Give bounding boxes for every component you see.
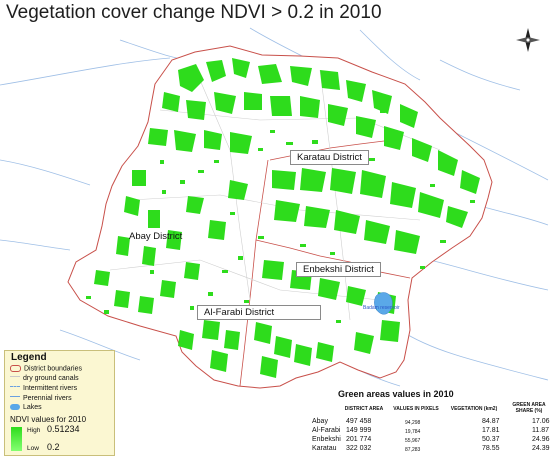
row-vegetation-km2: 17.81 — [482, 427, 500, 434]
ndvi-high-label: High — [27, 427, 41, 434]
ndvi-legend-title: NDVI values for 2010 — [10, 415, 87, 424]
ndvi-low-label: Low — [27, 445, 39, 452]
row-pixel-value: 19,784 — [405, 429, 421, 435]
al-farabi-district-label: Al-Farabi District — [197, 305, 322, 320]
canal-symbol — [10, 376, 20, 378]
map-legend: Legend District boundaries dry ground ca… — [4, 350, 115, 456]
row-vegetation-km2: 50.37 — [482, 436, 500, 443]
legend-label: dry ground canals — [23, 375, 79, 382]
green-areas-table-title: Green areas values in 2010 — [338, 389, 454, 399]
vegetation-patches — [94, 58, 480, 378]
row-vegetation-km2: 84.87 — [482, 418, 500, 425]
legend-item-district-boundaries: District boundaries — [10, 365, 82, 372]
karatau-district-label: Karatau District — [290, 150, 369, 165]
row-district-name: Karatau — [312, 445, 337, 452]
row-green-share: 11.87 — [532, 427, 549, 434]
row-green-share: 24.39 — [532, 445, 550, 452]
map-title: Vegetation cover change NDVI > 0.2 in 20… — [6, 2, 382, 23]
ndvi-high-value: 0.51234 — [47, 424, 80, 434]
row-pixel-value: 87,283 — [405, 447, 421, 453]
legend-item-lakes: Lakes — [10, 404, 42, 411]
row-district-name: Enbekshi — [312, 436, 341, 443]
perennial-river-symbol — [10, 396, 20, 398]
row-district-area: 497 458 — [346, 418, 372, 425]
legend-item-perennial-rivers: Perennial rivers — [10, 395, 72, 402]
row-pixel-value: 55,967 — [405, 438, 421, 444]
district-boundary-symbol — [10, 365, 21, 372]
row-vegetation-km2: 78.55 — [482, 445, 500, 452]
legend-label: Intermittent rivers — [23, 385, 78, 392]
ndvi-color-ramp — [11, 427, 22, 451]
row-district-name: Al-Farabi — [312, 427, 341, 434]
legend-label: Perennial rivers — [23, 395, 72, 402]
ndvi-low-value: 0.2 — [47, 442, 60, 452]
intermittent-river-symbol — [10, 386, 20, 388]
lake-symbol — [10, 404, 20, 411]
table-header-green-area-share: GREEN AREA SHARE (%) — [512, 402, 546, 414]
legend-label: Lakes — [23, 404, 42, 411]
table-header-district-area: DISTRICT AREA — [344, 406, 384, 412]
row-green-share: 17.06 — [532, 418, 550, 425]
row-green-share: 24.96 — [532, 436, 550, 443]
table-header-vegetation: VEGETATION (km2) — [450, 406, 498, 412]
legend-item-intermittent-rivers: Intermittent rivers — [10, 385, 77, 392]
table-header-values-in-pixels: VALUES IN PIXELS — [393, 406, 439, 412]
badam-reservoir-label: Badam reservoir — [363, 305, 400, 311]
row-district-area: 201 774 — [346, 436, 372, 443]
badam-reservoir — [374, 292, 393, 315]
legend-label: District boundaries — [24, 365, 82, 373]
enbekshi-district-label: Enbekshi District — [296, 262, 381, 277]
row-district-area: 322 032 — [346, 445, 372, 452]
legend-title: Legend — [11, 352, 47, 363]
legend-item-dry-canals: dry ground canals — [10, 375, 79, 382]
row-pixel-value: 94,298 — [405, 420, 421, 426]
abay-district-label: Abay District — [129, 231, 183, 242]
row-district-area: 149 999 — [346, 427, 372, 434]
row-district-name: Abay — [312, 418, 328, 425]
north-arrow-icon — [516, 28, 540, 52]
